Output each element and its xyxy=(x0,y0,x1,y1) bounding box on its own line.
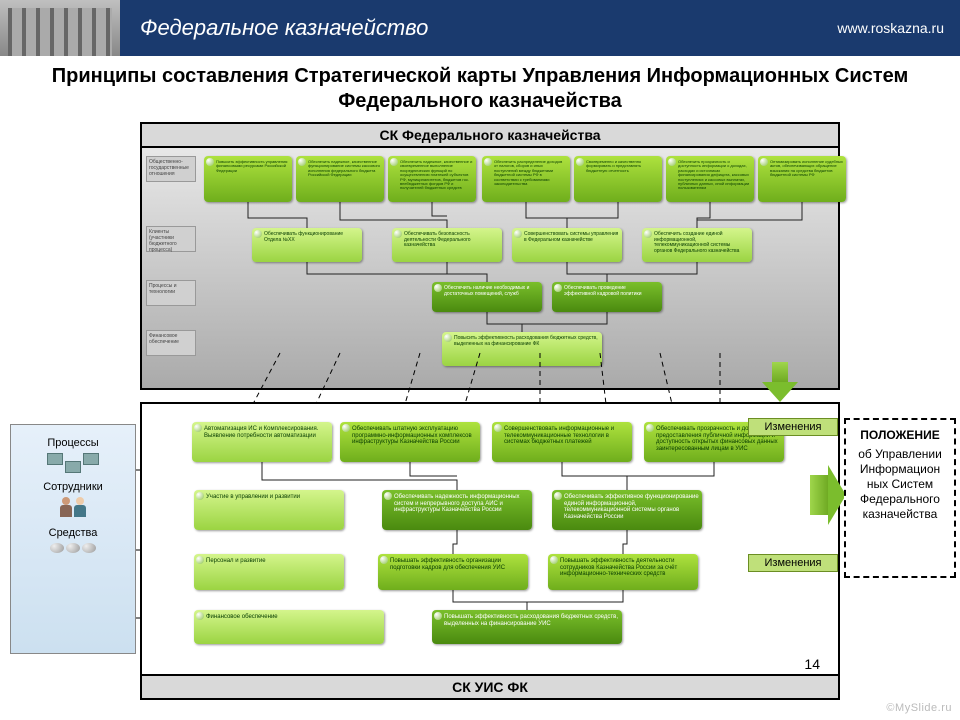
strategy-card: Совершенствовать системы управления в Фе… xyxy=(512,228,622,262)
strategy-card: Обеспечить надежное, качественное функци… xyxy=(296,156,384,202)
header-org-title: Федеральное казначейство xyxy=(140,15,837,41)
strategy-card: Повышать эффективность расходования бюдж… xyxy=(432,610,622,644)
change-label-bottom: Изменения xyxy=(748,554,838,572)
strategy-card: Оптимизировать исполнение судебных актов… xyxy=(758,156,846,202)
lower-strategic-map: Автоматизация ИС и Комплексирования. Выя… xyxy=(140,402,840,700)
upper-side-tab: Клиенты (участники бюджетного процесса) xyxy=(146,226,196,252)
header-banner: Федеральное казначейство www.roskazna.ru xyxy=(0,0,960,56)
regulation-body: об Управлении Информацион ных Систем Фед… xyxy=(858,447,942,521)
strategy-card: Персонал и развитие xyxy=(194,554,344,590)
strategy-card: Обеспечивать эффективное функционировани… xyxy=(552,490,702,530)
lower-panel-title: СК УИС ФК xyxy=(142,674,838,698)
strategy-card: Финансовое обеспечение xyxy=(194,610,384,644)
lower-map-body: Автоматизация ИС и Комплексирования. Выя… xyxy=(142,404,838,674)
strategy-card: Повышать эффективность организации подго… xyxy=(378,554,528,590)
staff-icon xyxy=(15,497,131,517)
arrow-to-regulation-icon xyxy=(810,450,844,540)
strategy-card: Повышать эффективность деятельности сотр… xyxy=(548,554,698,590)
resources-icon xyxy=(15,543,131,553)
strategy-card: Обеспечивать штатную эксплуатацию програ… xyxy=(340,422,480,462)
strategy-card: Повысить эффективность управления финанс… xyxy=(204,156,292,202)
diagram-stage: СК Федерального казначейства xyxy=(0,118,960,718)
strategy-card: Обеспечить надежное, качественное и свое… xyxy=(388,156,476,202)
watermark: ©MySlide.ru xyxy=(886,702,952,714)
change-label-top: Изменения xyxy=(748,418,838,436)
page-title: Принципы составления Стратегической карт… xyxy=(0,56,960,118)
strategy-card: Обеспечивать проведение эффективной кадр… xyxy=(552,282,662,312)
strategy-card: Участие в управлении и развитии xyxy=(194,490,344,530)
upper-side-tab: Общественно-государственные отношения xyxy=(146,156,196,182)
strategy-card: Обеспечить распределение доходов от нало… xyxy=(482,156,570,202)
strategy-card: Обеспечить наличие необходимых и достато… xyxy=(432,282,542,312)
strategy-card: Обеспечивать надежность информационных с… xyxy=(382,490,532,530)
strategy-card: Своевременно и качественно формировать и… xyxy=(574,156,662,202)
regulation-panel: ПОЛОЖЕНИЕ об Управлении Информацион ных … xyxy=(844,418,956,578)
strategy-card: Обеспечить прозрачность и доступность ин… xyxy=(666,156,754,202)
perspective-resources: Средства xyxy=(15,527,131,539)
strategy-card: Обеспечивать функционирование Отдела №ХХ xyxy=(252,228,362,262)
upper-panel-title: СК Федерального казначейства xyxy=(142,124,838,148)
perspective-processes: Процессы xyxy=(15,437,131,449)
regulation-heading: ПОЛОЖЕНИЕ xyxy=(850,428,950,443)
upper-side-tab: Финансовое обеспечение xyxy=(146,330,196,356)
down-arrow-icon xyxy=(760,362,800,406)
perspective-staff: Сотрудники xyxy=(15,481,131,493)
strategy-card: Автоматизация ИС и Комплексирования. Выя… xyxy=(192,422,332,462)
processes-icon xyxy=(15,453,131,473)
header-building-image xyxy=(0,0,120,56)
upper-map-body: Общественно-государственные отношения Кл… xyxy=(142,148,838,388)
upper-strategic-map: СК Федерального казначейства xyxy=(140,122,840,390)
strategy-card: Повысить эффективность расходования бюдж… xyxy=(442,332,602,366)
perspectives-panel: Процессы Сотрудники Средства xyxy=(10,424,136,654)
strategy-card: Совершенствовать информационные и телеко… xyxy=(492,422,632,462)
strategy-card: Обеспечить создание единой информационно… xyxy=(642,228,752,262)
page-number: 14 xyxy=(804,656,820,672)
header-url: www.roskazna.ru xyxy=(837,20,944,36)
strategy-card: Обеспечивать безопасность деятельности Ф… xyxy=(392,228,502,262)
upper-side-tab: Процессы и технологии xyxy=(146,280,196,306)
